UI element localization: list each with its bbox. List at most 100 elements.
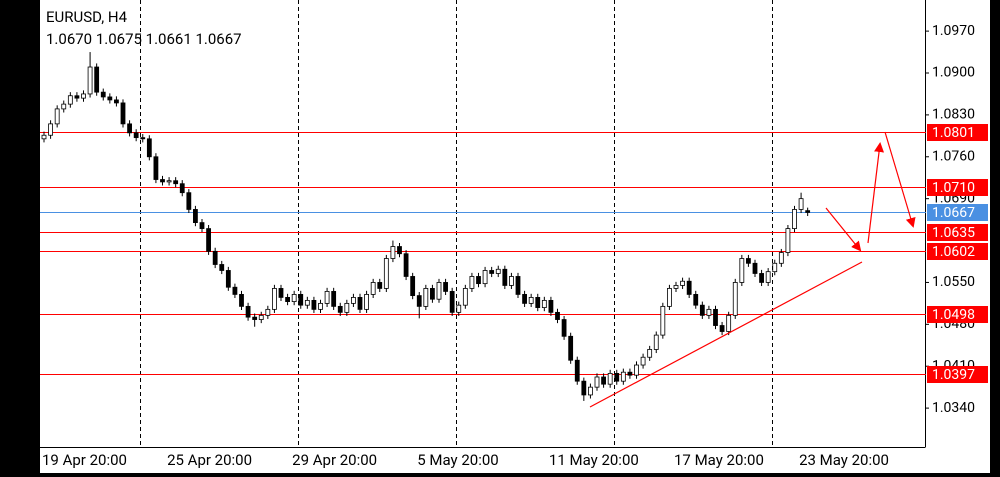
arrow [884,131,916,228]
candle-body [601,376,606,385]
candle-body [423,288,429,307]
candle-body [495,268,501,274]
candle-body [107,96,113,101]
candle-body [489,270,495,274]
candle-body [699,304,705,316]
candle-body [568,335,574,361]
candle-body [61,103,67,110]
candle-body [778,252,784,264]
candle-body [746,258,751,264]
price-level-label: 1.0397 [932,367,975,383]
candle-body [482,270,488,285]
price-level-tag [927,306,988,323]
candle-body [120,102,126,125]
candle-body [410,276,416,297]
candle-body [449,291,455,313]
arrow [825,207,862,252]
candle-body [377,282,383,289]
price-level-label: 1.0710 [932,180,975,196]
candle-body [74,95,80,99]
candle-body [502,268,508,286]
candle-body [456,304,462,313]
candle-body [403,253,409,277]
price-level-tag [927,204,988,221]
candle-body [541,299,547,308]
candle-body [607,372,613,385]
candle-body [285,297,290,302]
candle-body [351,297,356,304]
candle-body [199,222,205,229]
candle-body [245,305,251,318]
x-tick-label: 29 Apr 20:00 [292,451,377,469]
candle-body [166,180,172,183]
candle-body [265,308,271,316]
candle-body [311,299,317,310]
candle-body [759,273,764,283]
y-tick-label: 1.0760 [932,148,975,164]
candle-body [370,282,376,295]
candle-body [640,356,646,366]
candle-body [660,305,666,336]
candle-body [114,99,119,104]
y-tick-label: 1.0340 [932,400,975,416]
x-tick-label: 5 May 20:00 [417,451,498,469]
candle-body [772,262,778,273]
candle-body [667,288,672,307]
candle-body [318,302,323,310]
price-level-tag [927,124,988,141]
price-level-label: 1.0667 [932,205,975,221]
candle-body [48,123,53,136]
candle-body [706,308,712,316]
candle-body [397,246,402,255]
candle-body [522,294,527,304]
candle-body [476,276,481,285]
candle-body [627,371,633,376]
candle-body [555,311,560,320]
price-level-label: 1.0635 [932,225,975,241]
candle-body [594,376,600,388]
candle-body [614,372,620,382]
candle-body [67,95,73,105]
candle-body [535,297,541,308]
candle-body [41,134,47,140]
candle-body [430,288,435,300]
candle-body [469,276,475,289]
x-tick-label: 17 May 20:00 [674,451,764,469]
candle-body [719,325,725,332]
candle-body [383,258,389,289]
candle-body [693,294,699,306]
candle-body [100,91,106,98]
candle-body [146,138,152,158]
candle-body [212,250,218,265]
candle-body [805,210,811,213]
candle-body [140,137,146,140]
candle-body [219,264,225,271]
price-level-label: 1.0602 [932,244,975,260]
candle-body [206,228,211,252]
candle-body [173,180,179,185]
candle-body [416,295,422,307]
candles [41,52,811,401]
candle-body [739,258,745,283]
candle-body [574,359,580,382]
candle-body [548,299,554,313]
candle-body [713,308,718,326]
candle-body [436,282,442,300]
y-tick-label: 1.0550 [932,274,975,290]
level-labels: 1.0801 1.0710 1.0667 1.0635 1.0602 1.0498 1.03… [927,124,988,383]
candle-body [680,280,685,286]
candle-body [225,270,231,288]
candle-body [94,66,100,93]
candle-body [561,319,567,337]
candle-body [331,291,337,307]
candle-body [509,276,514,286]
candle-body [653,334,659,350]
y-axis: 1.09701.09001.08301.07601.06901.05501.04… [925,23,975,416]
candle-body [732,282,738,316]
y-tick-label: 1.0900 [932,65,975,81]
x-tick-label: 11 May 20:00 [549,451,639,469]
x-tick-label: 25 Apr 20:00 [167,451,252,469]
candle-body [686,280,692,295]
